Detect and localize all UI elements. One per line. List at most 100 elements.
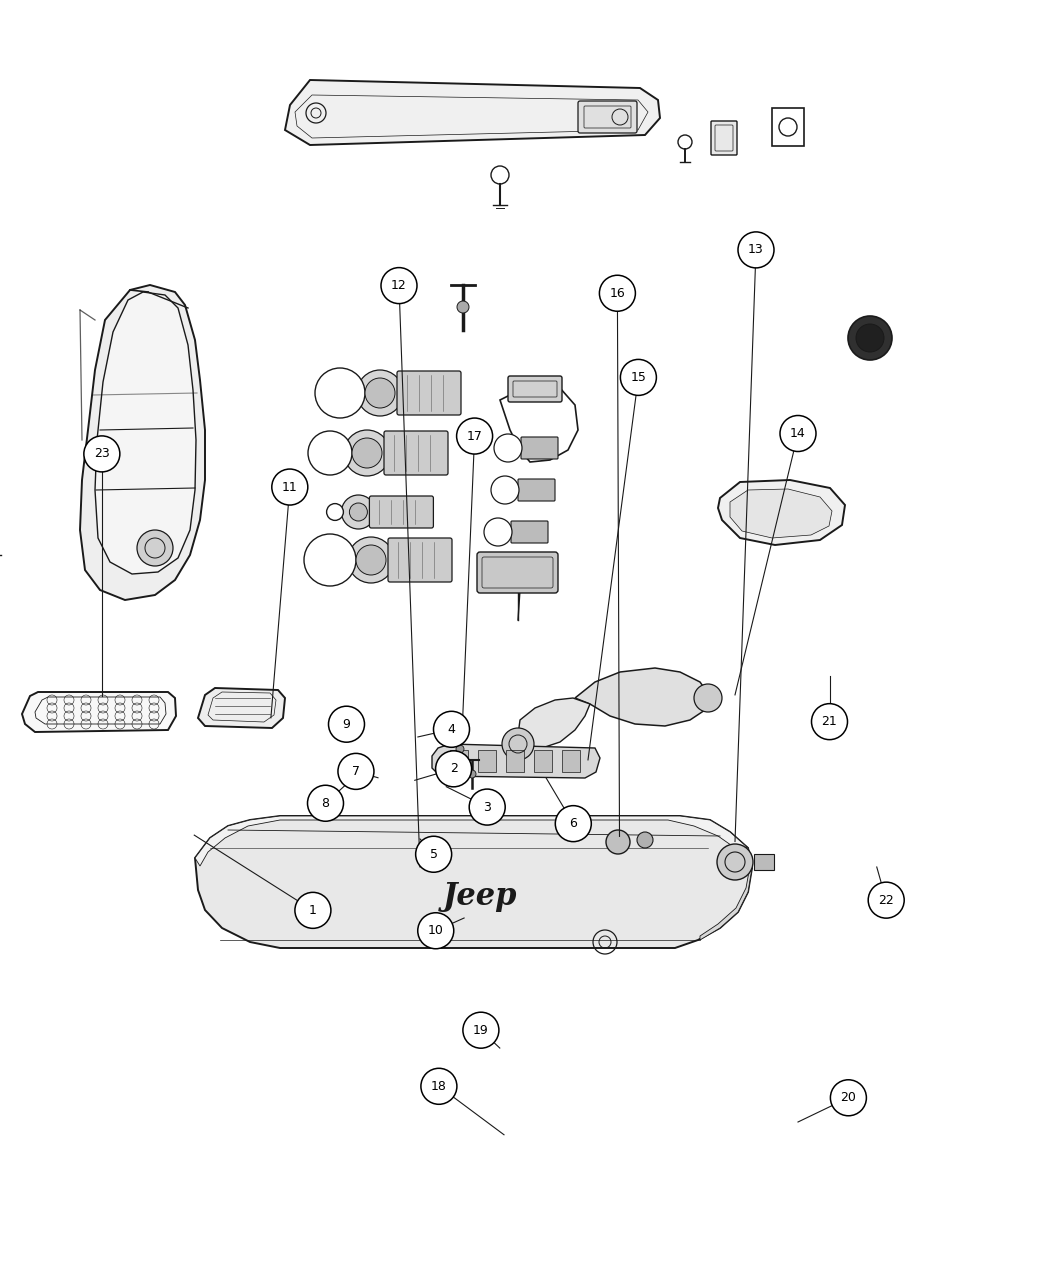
Circle shape xyxy=(738,232,774,268)
Polygon shape xyxy=(80,286,205,601)
Circle shape xyxy=(352,439,382,468)
Circle shape xyxy=(344,430,390,476)
Text: 16: 16 xyxy=(609,287,626,300)
Text: 10: 10 xyxy=(427,924,444,937)
Text: 5: 5 xyxy=(429,848,438,861)
Circle shape xyxy=(84,436,120,472)
Polygon shape xyxy=(195,816,752,868)
Circle shape xyxy=(457,418,492,454)
Circle shape xyxy=(436,751,471,787)
Polygon shape xyxy=(198,688,285,728)
Text: 7: 7 xyxy=(352,765,360,778)
Circle shape xyxy=(357,370,403,416)
Circle shape xyxy=(272,469,308,505)
Text: 11: 11 xyxy=(281,481,298,493)
Text: 1: 1 xyxy=(309,904,317,917)
Text: 18: 18 xyxy=(430,1080,447,1093)
Text: 2: 2 xyxy=(449,762,458,775)
Polygon shape xyxy=(195,816,752,949)
Bar xyxy=(450,750,468,771)
Circle shape xyxy=(848,316,892,360)
Polygon shape xyxy=(575,668,710,725)
Polygon shape xyxy=(730,490,832,538)
Polygon shape xyxy=(94,292,196,574)
Text: 3: 3 xyxy=(483,801,491,813)
Text: 14: 14 xyxy=(790,427,806,440)
Circle shape xyxy=(780,416,816,451)
Circle shape xyxy=(494,434,522,462)
Circle shape xyxy=(327,504,343,520)
Circle shape xyxy=(606,830,630,854)
Circle shape xyxy=(491,166,509,184)
Circle shape xyxy=(694,683,722,711)
Bar xyxy=(534,750,552,771)
Text: 6: 6 xyxy=(569,817,578,830)
Text: 21: 21 xyxy=(821,715,838,728)
Polygon shape xyxy=(518,697,590,748)
FancyBboxPatch shape xyxy=(578,101,637,133)
FancyBboxPatch shape xyxy=(518,479,555,501)
Circle shape xyxy=(637,833,653,848)
FancyBboxPatch shape xyxy=(508,376,562,402)
Circle shape xyxy=(621,360,656,395)
Polygon shape xyxy=(700,847,752,940)
Circle shape xyxy=(308,785,343,821)
FancyBboxPatch shape xyxy=(521,437,558,459)
Text: 13: 13 xyxy=(748,244,764,256)
Circle shape xyxy=(463,1012,499,1048)
Bar xyxy=(754,854,774,870)
Circle shape xyxy=(812,704,847,740)
Text: 20: 20 xyxy=(840,1091,857,1104)
Circle shape xyxy=(856,324,884,352)
Polygon shape xyxy=(432,745,600,778)
Circle shape xyxy=(831,1080,866,1116)
Polygon shape xyxy=(22,692,176,732)
Circle shape xyxy=(304,534,356,587)
FancyBboxPatch shape xyxy=(477,552,558,593)
Text: 23: 23 xyxy=(94,448,110,460)
Bar xyxy=(506,750,524,771)
Polygon shape xyxy=(718,479,845,544)
Circle shape xyxy=(502,728,534,760)
FancyBboxPatch shape xyxy=(711,121,737,156)
FancyBboxPatch shape xyxy=(397,371,461,414)
Circle shape xyxy=(341,495,376,529)
Bar xyxy=(772,108,804,147)
Circle shape xyxy=(600,275,635,311)
Text: 17: 17 xyxy=(466,430,483,442)
Circle shape xyxy=(418,913,454,949)
Circle shape xyxy=(456,745,464,754)
Circle shape xyxy=(356,544,386,575)
FancyBboxPatch shape xyxy=(384,431,448,476)
Circle shape xyxy=(457,301,469,312)
Bar xyxy=(562,750,580,771)
FancyBboxPatch shape xyxy=(388,538,452,581)
Circle shape xyxy=(468,770,476,778)
Circle shape xyxy=(678,135,692,149)
Circle shape xyxy=(717,844,753,880)
Text: 22: 22 xyxy=(878,894,894,907)
Text: Jeep: Jeep xyxy=(443,881,518,913)
Circle shape xyxy=(329,706,364,742)
Circle shape xyxy=(338,754,374,789)
Circle shape xyxy=(469,789,505,825)
Bar xyxy=(478,750,496,771)
Circle shape xyxy=(136,530,173,566)
Circle shape xyxy=(348,537,394,583)
Circle shape xyxy=(315,368,365,418)
Polygon shape xyxy=(285,80,660,145)
FancyBboxPatch shape xyxy=(511,521,548,543)
Text: 19: 19 xyxy=(472,1024,489,1037)
Circle shape xyxy=(868,882,904,918)
Circle shape xyxy=(484,518,512,546)
Circle shape xyxy=(434,711,469,747)
Circle shape xyxy=(416,836,452,872)
Text: 8: 8 xyxy=(321,797,330,810)
Text: 15: 15 xyxy=(630,371,647,384)
Text: 4: 4 xyxy=(447,723,456,736)
FancyBboxPatch shape xyxy=(370,496,434,528)
Circle shape xyxy=(295,892,331,928)
Text: 9: 9 xyxy=(342,718,351,731)
Circle shape xyxy=(491,476,519,504)
Text: 12: 12 xyxy=(391,279,407,292)
